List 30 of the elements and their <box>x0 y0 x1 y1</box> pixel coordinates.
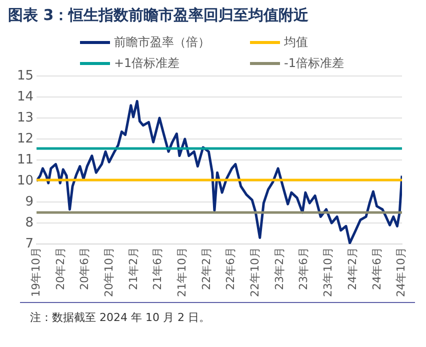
x-tick-label: 22年10月 <box>248 247 262 298</box>
x-tick-label: 20年6月 <box>78 247 92 290</box>
legend-label: -1倍标准差 <box>284 55 344 72</box>
y-tick-label: 11 <box>16 152 34 168</box>
legend-label: 前瞻市盈率（倍） <box>114 34 210 51</box>
x-tick-label: 21年10月 <box>176 247 189 298</box>
x-tick-label: 21年2月 <box>127 247 140 290</box>
x-tick-label: 23年6月 <box>297 247 310 290</box>
x-tick-label: 22年2月 <box>200 247 214 290</box>
x-tick-label: 24年6月 <box>370 247 384 290</box>
legend-label: +1倍标准差 <box>114 55 180 72</box>
chart-title: 图表 3：恒生指数前瞻市盈率回归至均值附近 <box>8 6 309 25</box>
y-tick-label: 12 <box>16 131 34 146</box>
y-tick-label: 8 <box>25 215 34 230</box>
x-tick-label: 20年10月 <box>102 247 116 298</box>
x-tick-label: 24年10月 <box>394 247 408 298</box>
x-tick-label: 22年6月 <box>224 247 238 290</box>
x-tick-label: 23年10月 <box>321 247 334 298</box>
x-tick-label: 23年2月 <box>273 247 286 290</box>
y-tick-label: 9 <box>25 194 34 210</box>
y-tick-label: 10 <box>16 173 34 188</box>
legend-label: 均值 <box>284 34 308 51</box>
y-tick-label: 13 <box>16 110 34 126</box>
text: 注：数据截至 2024 年 10 月 2 日。 <box>30 310 210 325</box>
y-tick-label: 14 <box>16 89 34 104</box>
x-tick-label: 19年10月 <box>29 247 42 298</box>
x-tick-label: 24年2月 <box>346 247 360 290</box>
x-tick-label: 21年6月 <box>151 247 164 290</box>
x-tick-label: 20年2月 <box>54 247 67 290</box>
y-tick-label: 15 <box>16 68 34 84</box>
